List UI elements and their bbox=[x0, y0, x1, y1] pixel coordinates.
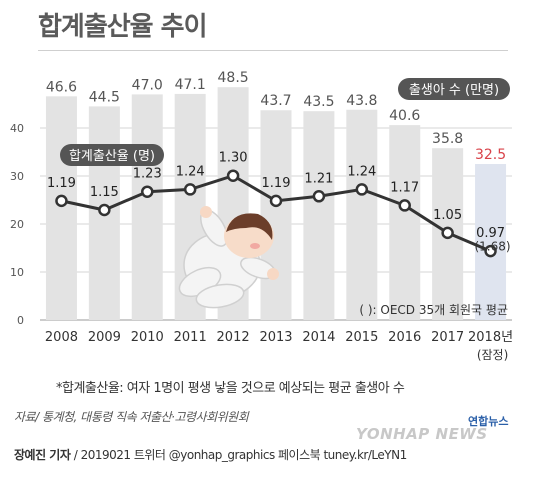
legend-line-pill bbox=[60, 144, 164, 166]
credit-rest: / 2019021 트위터 @yonhap_graphics 페이스북 tune… bbox=[70, 448, 408, 462]
bar-value-label: 47.0 bbox=[132, 77, 163, 93]
baby-hand bbox=[267, 268, 279, 280]
y-tick-label: 20 bbox=[10, 218, 24, 231]
bar bbox=[475, 164, 507, 320]
y-tick-label: 10 bbox=[10, 266, 24, 279]
bar-value-label: 48.5 bbox=[218, 70, 249, 86]
oecd-avg-label: (1.68) bbox=[474, 240, 510, 254]
x-tick-label: 2015 bbox=[345, 330, 378, 345]
x-tick-label: 2012 bbox=[217, 330, 250, 345]
bar bbox=[303, 111, 335, 320]
baby-illustration bbox=[178, 206, 279, 309]
line-value-label: 1.30 bbox=[219, 151, 248, 166]
line-point bbox=[141, 185, 154, 198]
bar-value-label: 35.8 bbox=[432, 131, 463, 147]
bar-value-label: 43.8 bbox=[346, 93, 377, 109]
line-value-label: 1.21 bbox=[304, 171, 333, 186]
baby-hair bbox=[226, 213, 273, 240]
x-tick-label: 2009 bbox=[88, 330, 121, 345]
line-value-label: 1.05 bbox=[433, 208, 462, 223]
logo-brand: YONHAP NEWS bbox=[356, 425, 488, 443]
line-point bbox=[226, 169, 240, 182]
line-value-label: 1.23 bbox=[133, 167, 162, 182]
line-point bbox=[484, 244, 497, 258]
line-value-label: 1.24 bbox=[176, 164, 205, 179]
x-tick-label: 2014 bbox=[302, 330, 335, 345]
legend-bar-label: 출생아 수 (만명) bbox=[409, 83, 499, 98]
source-text: 자료/ 통계청, 대통령 직속 저출산·고령사회위원회 bbox=[14, 410, 249, 424]
bar bbox=[346, 109, 378, 320]
line-point bbox=[355, 183, 369, 196]
bar bbox=[131, 94, 163, 321]
line-value-label: 1.24 bbox=[347, 164, 376, 179]
bar bbox=[389, 125, 421, 321]
bar-value-label: 43.7 bbox=[260, 93, 291, 109]
y-tick-label: 0 bbox=[17, 314, 24, 327]
baby-leg bbox=[195, 283, 245, 309]
x-tick-label: 2016 bbox=[388, 330, 421, 345]
line-value-label: 0.97 bbox=[476, 226, 505, 241]
bar-value-label: 46.6 bbox=[46, 79, 77, 95]
bar bbox=[260, 110, 292, 321]
bar-value-label: 47.1 bbox=[175, 77, 206, 93]
line-point bbox=[98, 203, 111, 217]
y-tick-label: 40 bbox=[10, 122, 24, 135]
line-point bbox=[441, 226, 454, 240]
legend-bar-pill bbox=[398, 78, 510, 100]
x-tick-sublabel: (잠정) bbox=[477, 348, 508, 362]
footnote: *합계출산율: 여자 1명이 평생 낳을 것으로 예상되는 평균 출생아 수 bbox=[56, 381, 405, 396]
line-value-label: 1.19 bbox=[47, 176, 76, 191]
baby-cheek bbox=[250, 243, 260, 249]
line-value-label: 1.19 bbox=[262, 176, 291, 191]
credit-line: 장예진 기자 / 2019021 트위터 @yonhap_graphics 페이… bbox=[14, 446, 407, 463]
line-value-label: 1.17 bbox=[390, 180, 419, 195]
reporter-name: 장예진 기자 bbox=[14, 448, 71, 462]
bar-value-label: 43.5 bbox=[303, 94, 334, 110]
line-point bbox=[269, 194, 283, 208]
legend-line-label: 합계출산율 (명) bbox=[69, 149, 155, 164]
x-tick-label: 2013 bbox=[259, 330, 292, 345]
line-point bbox=[183, 183, 197, 196]
bar-value-label: 32.5 bbox=[475, 147, 506, 163]
oecd-note: ( ): OECD 35개 회원국 평균 bbox=[359, 303, 508, 317]
x-tick-label: 2011 bbox=[174, 330, 207, 345]
line-point bbox=[312, 190, 326, 203]
y-tick-label: 30 bbox=[10, 170, 24, 183]
chart-title: 합계출산율 추이 bbox=[38, 12, 207, 42]
x-tick-label: 2010 bbox=[131, 330, 164, 345]
title-divider bbox=[38, 50, 508, 51]
x-tick-label: 2017 bbox=[431, 330, 464, 345]
x-tick-label: 2008 bbox=[45, 330, 78, 345]
line-value-label: 1.15 bbox=[90, 185, 119, 200]
bar-value-label: 40.6 bbox=[389, 108, 420, 124]
x-tick-label: 2018년 bbox=[468, 330, 513, 345]
line-point bbox=[398, 199, 411, 212]
baby-hand bbox=[200, 206, 212, 218]
logo-korean: 연합뉴스 bbox=[468, 415, 509, 428]
line-point bbox=[55, 194, 68, 208]
bar-value-label: 44.5 bbox=[89, 89, 120, 105]
bar bbox=[45, 96, 77, 320]
